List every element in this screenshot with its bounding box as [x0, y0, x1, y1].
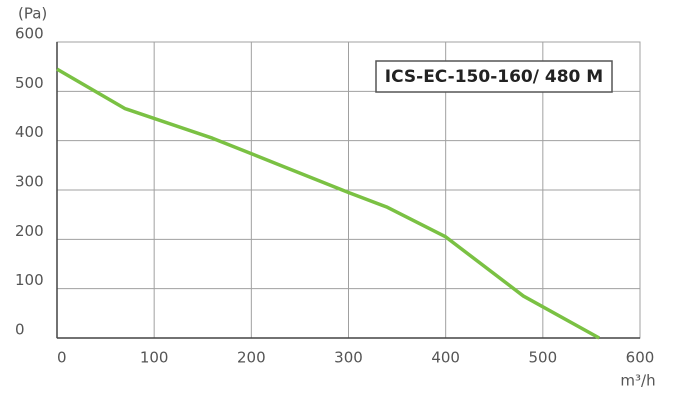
- x-tick-label: 500: [529, 349, 558, 367]
- y-tick-label: 200: [15, 222, 44, 240]
- x-tick-label: 300: [334, 349, 363, 367]
- x-tick-label: 200: [237, 349, 266, 367]
- y-tick-label: 500: [15, 74, 44, 92]
- x-tick-label: 400: [431, 349, 460, 367]
- x-tick-label: 100: [140, 349, 169, 367]
- annotation-box: [375, 60, 613, 93]
- x-axis-label: m³/h: [620, 372, 655, 390]
- y-tick-label: 100: [15, 271, 44, 289]
- y-tick-label: 0: [15, 321, 25, 339]
- annotation: ICS-EC-150-160/ 480 M: [385, 67, 603, 87]
- y-tick-label: 600: [15, 25, 44, 43]
- x-tick-label: 0: [57, 349, 67, 367]
- y-tick-label: 300: [15, 173, 44, 191]
- y-tick-label: 400: [15, 123, 44, 141]
- curve: [56, 67, 601, 340]
- y-axis-label: (Pa): [18, 5, 47, 23]
- x-tick-label: 600: [626, 349, 655, 367]
